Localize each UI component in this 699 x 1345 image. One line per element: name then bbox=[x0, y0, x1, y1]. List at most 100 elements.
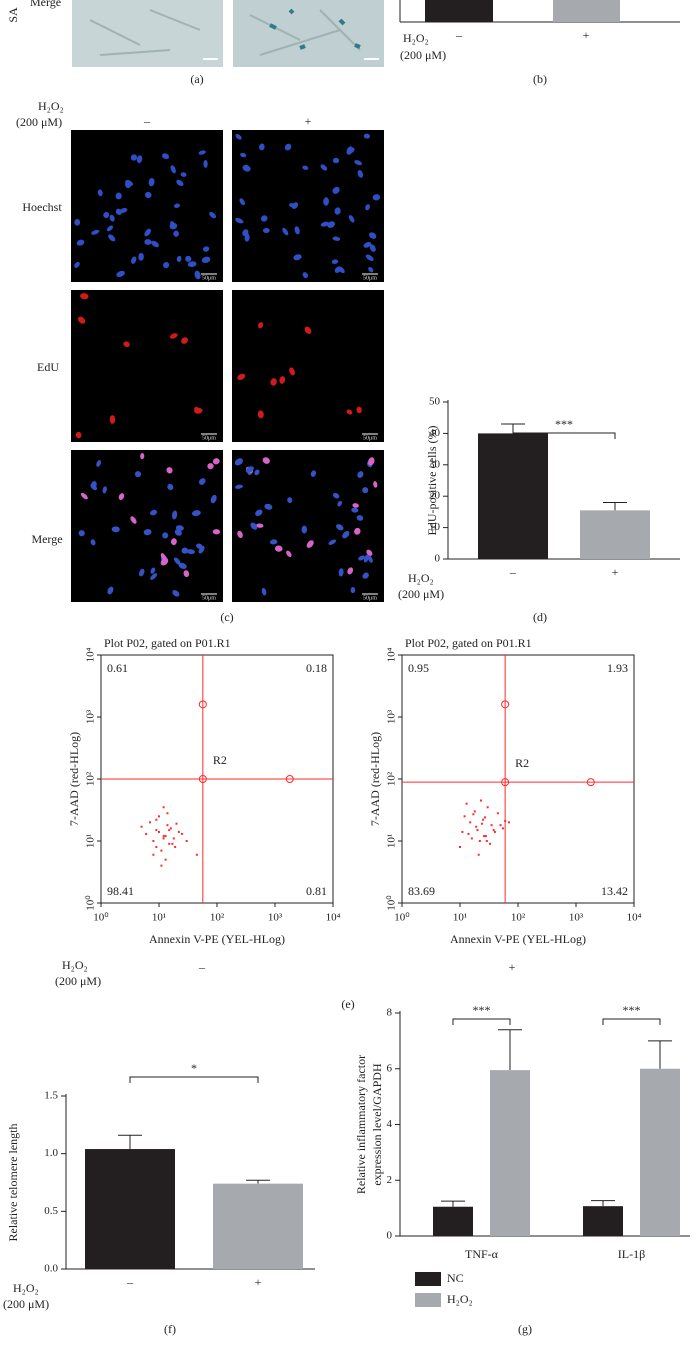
nucleus bbox=[167, 483, 174, 491]
point bbox=[160, 849, 163, 852]
nucleus bbox=[274, 545, 283, 552]
nucleus bbox=[332, 157, 340, 164]
nucleus bbox=[302, 272, 308, 279]
y-axis-label: Relative inflammatory factor bbox=[354, 1055, 368, 1194]
nucleus bbox=[255, 509, 263, 516]
nucleus bbox=[97, 189, 103, 197]
y-axis-label: Relative telomere length bbox=[6, 1124, 20, 1242]
point bbox=[481, 822, 484, 825]
point bbox=[486, 806, 489, 809]
nucleus bbox=[237, 373, 246, 380]
nucleus bbox=[334, 207, 341, 215]
significance-bracket bbox=[602, 1018, 661, 1025]
significance-label: *** bbox=[473, 1003, 491, 1017]
nucleus bbox=[235, 133, 242, 140]
nucleus bbox=[346, 409, 353, 415]
nucleus bbox=[255, 523, 264, 528]
scale-bar-label: 50μm bbox=[363, 275, 377, 281]
nucleus bbox=[169, 333, 178, 339]
point bbox=[459, 846, 461, 849]
nucleus bbox=[160, 553, 167, 561]
nucleus bbox=[185, 255, 192, 262]
nucleus bbox=[191, 510, 201, 517]
nucleus bbox=[209, 212, 217, 219]
x-tick-label: 10⁴ bbox=[326, 912, 341, 924]
x-tick-label: 10³ bbox=[268, 912, 283, 924]
nucleus bbox=[131, 256, 137, 264]
nucleus bbox=[323, 197, 329, 206]
y-tick-label: 0 bbox=[387, 1230, 393, 1242]
nucleus bbox=[279, 376, 286, 384]
nucleus bbox=[198, 150, 206, 155]
point bbox=[174, 846, 177, 849]
point bbox=[195, 853, 198, 856]
nucleus bbox=[144, 191, 152, 199]
significance-bracket bbox=[452, 1018, 511, 1025]
micrograph bbox=[71, 290, 223, 442]
nucleus bbox=[235, 484, 243, 489]
nucleus bbox=[304, 326, 312, 334]
nucleus bbox=[111, 526, 120, 533]
legend-label: NC bbox=[447, 1271, 464, 1285]
point bbox=[478, 840, 481, 842]
nucleus bbox=[212, 458, 220, 465]
bar bbox=[433, 1206, 473, 1236]
treatment-label: + bbox=[509, 960, 516, 974]
micrograph bbox=[71, 130, 223, 282]
quadrant-value: 0.18 bbox=[306, 661, 327, 675]
significance-bracket bbox=[512, 432, 616, 439]
nucleus bbox=[181, 547, 189, 554]
nucleus bbox=[306, 540, 314, 548]
point bbox=[482, 818, 485, 821]
nucleus bbox=[175, 525, 184, 531]
significance-label: * bbox=[191, 1061, 197, 1075]
nucleus bbox=[302, 165, 309, 170]
scale-bar bbox=[364, 58, 379, 60]
point bbox=[158, 815, 160, 818]
quadrant-value: 83.69 bbox=[408, 884, 435, 898]
bar bbox=[213, 1183, 303, 1269]
y-axis-label: expression level/GAPDH bbox=[370, 1063, 384, 1186]
y-tick-label: 10⁰ bbox=[386, 895, 398, 911]
nucleus bbox=[261, 587, 267, 596]
y-tick-label: 0.0 bbox=[44, 1263, 58, 1275]
caption: (e) bbox=[341, 997, 354, 1011]
nucleus bbox=[336, 524, 344, 531]
plot-title: Plot P02, gated on P01.R1 bbox=[104, 636, 231, 650]
nucleus bbox=[367, 555, 373, 563]
nucleus bbox=[362, 487, 369, 494]
nucleus bbox=[372, 194, 381, 201]
gate-handle bbox=[501, 778, 510, 787]
x-axis-label: (200 μM) bbox=[398, 587, 444, 601]
point bbox=[155, 818, 158, 821]
nucleus bbox=[115, 192, 122, 200]
x-tick-label: – bbox=[509, 565, 517, 579]
point bbox=[152, 853, 155, 856]
nucleus bbox=[150, 509, 158, 516]
point bbox=[483, 835, 486, 838]
point bbox=[467, 832, 470, 835]
point bbox=[169, 827, 172, 830]
nucleus bbox=[244, 233, 250, 242]
nucleus bbox=[257, 410, 264, 419]
nucleus bbox=[118, 493, 125, 500]
y-tick-label: 8 bbox=[387, 1007, 393, 1019]
bar bbox=[85, 1149, 175, 1269]
scale-bar bbox=[203, 58, 218, 60]
gate-handle bbox=[285, 775, 294, 783]
nucleus bbox=[198, 478, 206, 485]
point bbox=[168, 829, 171, 832]
nucleus bbox=[365, 204, 370, 211]
point bbox=[149, 821, 152, 824]
legend-swatch bbox=[415, 1293, 441, 1307]
nucleus bbox=[203, 159, 208, 168]
nucleus bbox=[138, 252, 144, 261]
caption: (f) bbox=[164, 1322, 176, 1336]
nucleus bbox=[140, 453, 145, 460]
nucleus bbox=[358, 555, 365, 561]
nucleus bbox=[369, 232, 377, 239]
nucleus bbox=[170, 538, 177, 546]
nucleus bbox=[363, 241, 372, 248]
nucleus bbox=[332, 186, 340, 194]
